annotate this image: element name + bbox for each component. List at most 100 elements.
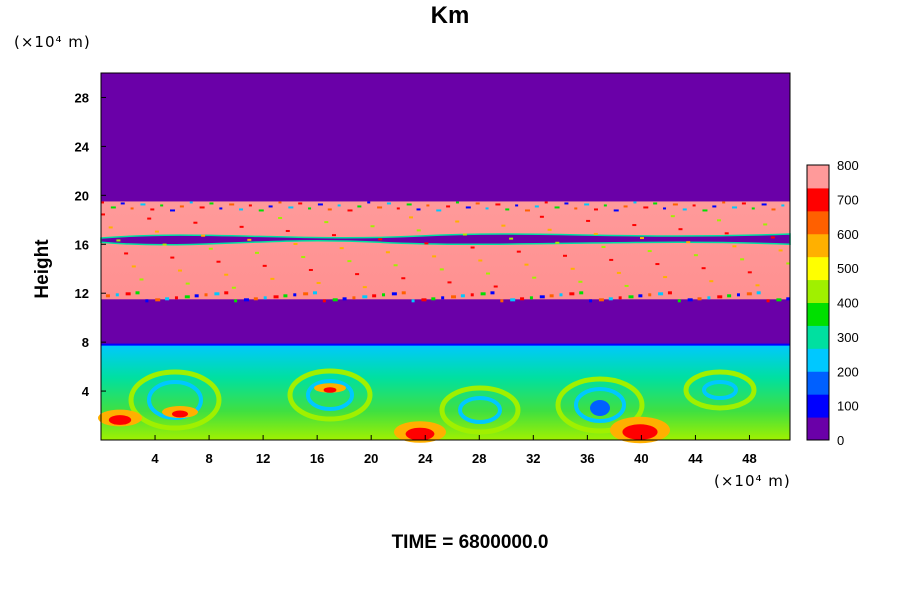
y-tick-label: 16 [75,237,89,252]
field-upper-texture [554,206,560,209]
field-upper-texture [224,273,229,276]
field-upper-texture [741,202,746,205]
field-upper-texture [702,209,708,212]
x-tick-label: 4 [151,451,159,466]
field-upper-texture [154,230,159,233]
field-upper-texture [342,297,347,301]
field-upper-texture [293,293,297,297]
x-tick-label: 32 [526,451,540,466]
field-eddy [458,396,502,424]
field-upper-texture [465,206,471,209]
field-upper-texture [446,205,451,208]
x-tick-label: 44 [688,451,703,466]
colorbar-segment [807,187,829,212]
field-upper-texture [490,291,495,295]
field-upper-texture [601,245,606,248]
field-upper-texture [578,280,583,283]
field-upper-texture [372,294,377,298]
field-upper-texture [110,206,116,209]
field-upper-texture [686,241,691,244]
field-upper-texture [751,207,755,210]
field-upper-texture [529,296,533,300]
y-axis-unit: (×10⁴ m) [14,33,91,51]
field-upper-texture [692,204,696,207]
field-upper-texture [670,215,675,218]
colorbar-tick-label: 100 [837,399,859,414]
field-upper-texture [268,205,273,208]
field-upper-texture [308,268,313,271]
field-upper-texture [189,201,193,204]
field-hotspot [172,410,188,418]
field-upper-texture [532,276,537,279]
field-upper-texture [432,255,437,258]
field-upper-layer [101,201,790,300]
field-upper-texture [431,297,436,301]
field-upper-texture [564,202,569,205]
field-upper-texture [208,247,213,250]
field-eddy [555,376,645,434]
field-upper-texture [451,295,457,299]
field-upper-texture [139,278,144,281]
field-upper-texture [125,292,131,296]
field-eddy [287,368,373,422]
field-upper-texture [378,238,383,241]
field-upper-texture [736,293,740,297]
x-tick-label: 16 [310,451,324,466]
field-upper-texture [776,298,782,302]
field-eddy [683,369,757,411]
field-upper-texture [470,246,475,249]
field-upper-texture [756,291,761,295]
field-upper-texture [570,267,575,270]
field-upper-texture [520,297,525,301]
field-upper-texture [667,291,672,295]
field-upper-texture [478,259,483,262]
field-upper-texture [709,280,714,283]
field-upper-texture [603,204,607,207]
field-upper-texture [559,293,563,297]
field-upper-texture [495,203,501,206]
field-upper-texture [539,215,544,218]
x-tick-label: 12 [256,451,270,466]
field-upper-texture [462,233,467,236]
field-upper-texture [460,294,465,298]
x-axis-unit: (×10⁴ m) [714,472,791,490]
field-upper-texture [547,228,552,231]
field-upper-texture [283,294,288,298]
colorbar: 0 100 200 300 400 500 600 700 800 [806,158,859,448]
field-upper-texture [288,206,294,209]
y-tick-label: 4 [82,384,90,399]
field-upper-texture [401,291,406,295]
colorbar-tick-label: 700 [837,192,859,207]
field-upper-texture [455,220,460,223]
field-upper-texture [640,237,644,240]
field-upper-texture [253,297,258,301]
colorbar-tick-label: 600 [837,227,859,242]
field-upper-texture [247,238,252,241]
field-upper-texture [285,229,290,232]
field-upper-texture [270,277,275,280]
field-upper-texture [761,203,767,206]
field-upper-texture [105,294,110,298]
field-upper-texture [298,202,303,205]
field-upper-texture [628,295,634,299]
field-upper-texture [303,292,309,296]
field-upper-texture [717,219,721,222]
field-upper-texture [624,284,629,287]
x-tick-label: 40 [634,451,648,466]
field-upper-texture [248,204,252,207]
x-tick-label: 8 [205,451,212,466]
field-eddy [306,379,354,411]
field-upper-texture [317,203,323,206]
field-upper-texture [301,255,306,258]
field-upper-texture [766,299,770,303]
field-upper-texture [778,249,783,252]
field-upper-texture [160,204,164,207]
field-upper-texture [409,216,413,219]
field-upper-texture [633,201,637,204]
field-upper-texture [643,206,649,209]
field-upper-texture [216,260,221,263]
field-upper-texture [509,237,514,240]
field-upper-texture [771,208,776,211]
